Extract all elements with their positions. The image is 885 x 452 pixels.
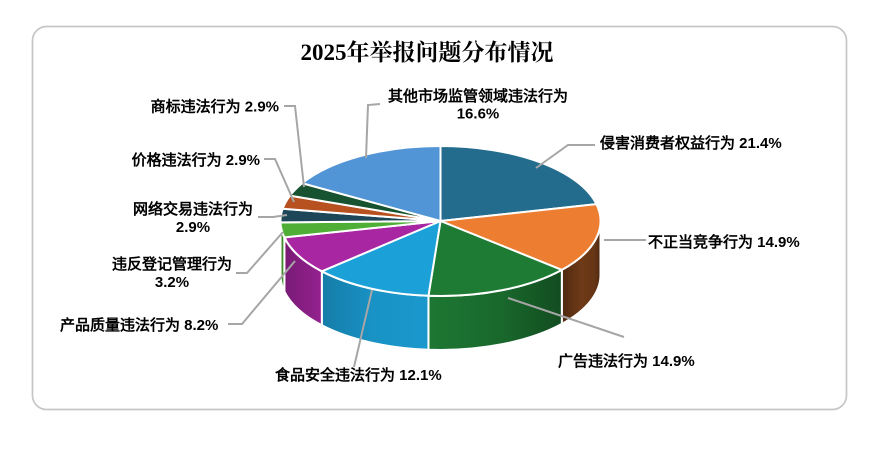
svg-text:商标违法行为 2.9%: 商标违法行为 2.9% (151, 98, 279, 116)
svg-text:2025年举报问题分布情况: 2025年举报问题分布情况 (301, 39, 554, 65)
svg-text:食品安全违法行为 12.1%: 食品安全违法行为 12.1% (275, 366, 442, 384)
svg-text:2.9%: 2.9% (176, 219, 210, 236)
svg-text:16.6%: 16.6% (457, 106, 500, 123)
svg-text:3.2%: 3.2% (155, 274, 189, 291)
svg-text:侵害消费者权益行为 21.4%: 侵害消费者权益行为 21.4% (599, 134, 782, 152)
svg-text:其他市场监管领域违法行为: 其他市场监管领域违法行为 (388, 87, 568, 105)
svg-text:价格违法行为 2.9%: 价格违法行为 2.9% (132, 151, 260, 169)
svg-text:网络交易违法行为: 网络交易违法行为 (133, 200, 253, 218)
svg-text:违反登记管理行为: 违反登记管理行为 (112, 255, 232, 273)
svg-text:产品质量违法行为 8.2%: 产品质量违法行为 8.2% (60, 316, 218, 334)
svg-text:不正当竞争行为 14.9%: 不正当竞争行为 14.9% (648, 233, 800, 251)
svg-text:广告违法行为 14.9%: 广告违法行为 14.9% (558, 352, 695, 370)
